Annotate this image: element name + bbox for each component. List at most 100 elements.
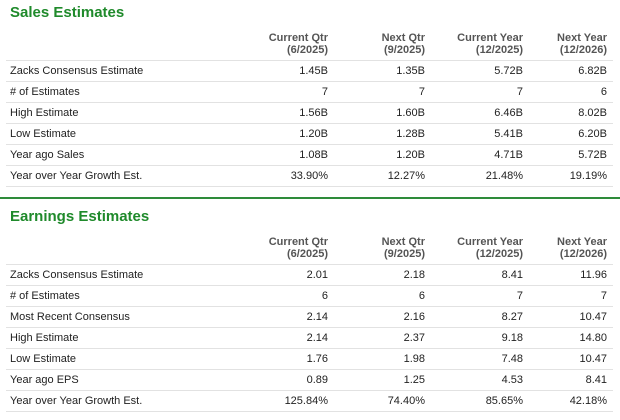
cell-value: 2.01 xyxy=(238,264,334,286)
header-line1: Next Qtr xyxy=(381,236,425,248)
table-row: High Estimate 1.56B 1.60B 6.46B 8.02B xyxy=(6,102,613,124)
header-next-year: Next Year (12/2026) xyxy=(529,235,613,265)
row-label: Low Estimate xyxy=(6,123,238,145)
cell-value: 7 xyxy=(334,81,431,103)
header-line1: Current Qtr xyxy=(268,236,328,248)
row-label: High Estimate xyxy=(6,102,238,124)
header-line1: Next Year xyxy=(557,236,607,248)
header-blank xyxy=(6,235,238,265)
table-row: # of Estimates 6 6 7 7 xyxy=(6,285,613,307)
cell-value: 4.71B xyxy=(431,144,529,166)
header-current-year: Current Year (12/2025) xyxy=(431,235,529,265)
cell-value: 4.53 xyxy=(431,369,529,391)
header-line2: (9/2025) xyxy=(384,248,425,260)
row-label: Most Recent Consensus xyxy=(6,306,238,328)
cell-value: 6.82B xyxy=(529,60,613,82)
table-header-row: Current Qtr (6/2025) Next Qtr (9/2025) Cur… xyxy=(6,235,613,265)
row-label: Year over Year Growth Est. xyxy=(6,390,238,412)
cell-value: 14.80 xyxy=(529,327,613,349)
cell-value: 125.84% xyxy=(238,390,334,412)
cell-value: 7 xyxy=(431,285,529,307)
cell-value: 2.18 xyxy=(334,264,431,286)
cell-value: 12.27% xyxy=(334,165,431,187)
cell-value: 6.46B xyxy=(431,102,529,124)
table-row: Year over Year Growth Est. 33.90% 12.27%… xyxy=(6,165,613,187)
row-label: High Estimate xyxy=(6,327,238,349)
cell-value: 8.41 xyxy=(529,369,613,391)
cell-value: 1.56B xyxy=(238,102,334,124)
header-line2: (6/2025) xyxy=(287,248,328,260)
cell-value: 1.20B xyxy=(334,144,431,166)
header-line1: Current Year xyxy=(457,236,523,248)
header-line1: Current Qtr xyxy=(268,32,328,44)
header-line2: (6/2025) xyxy=(287,44,328,56)
header-next-qtr: Next Qtr (9/2025) xyxy=(334,235,431,265)
cell-value: 7 xyxy=(238,81,334,103)
header-line1: Current Year xyxy=(457,32,523,44)
cell-value: 42.18% xyxy=(529,390,613,412)
cell-value: 6.20B xyxy=(529,123,613,145)
cell-value: 19.19% xyxy=(529,165,613,187)
header-next-qtr: Next Qtr (9/2025) xyxy=(334,31,431,61)
cell-value: 33.90% xyxy=(238,165,334,187)
row-label: Year ago EPS xyxy=(6,369,238,391)
cell-value: 11.96 xyxy=(529,264,613,286)
cell-value: 1.45B xyxy=(238,60,334,82)
table-row: Low Estimate 1.76 1.98 7.48 10.47 xyxy=(6,348,613,370)
row-label: # of Estimates xyxy=(6,81,238,103)
cell-value: 7.48 xyxy=(431,348,529,370)
header-line2: (12/2026) xyxy=(559,44,607,56)
table-row: High Estimate 2.14 2.37 9.18 14.80 xyxy=(6,327,613,349)
row-label: Year over Year Growth Est. xyxy=(6,165,238,187)
cell-value: 1.08B xyxy=(238,144,334,166)
header-blank xyxy=(6,31,238,61)
table-row: Year ago EPS 0.89 1.25 4.53 8.41 xyxy=(6,369,613,391)
cell-value: 2.14 xyxy=(238,306,334,328)
header-next-year: Next Year (12/2026) xyxy=(529,31,613,61)
row-label: Low Estimate xyxy=(6,348,238,370)
cell-value: 2.16 xyxy=(334,306,431,328)
cell-value: 85.65% xyxy=(431,390,529,412)
table-row: Year over Year Growth Est. 125.84% 74.40… xyxy=(6,390,613,412)
cell-value: 1.20B xyxy=(238,123,334,145)
row-label: # of Estimates xyxy=(6,285,238,307)
header-line1: Next Qtr xyxy=(381,32,425,44)
header-current-year: Current Year (12/2025) xyxy=(431,31,529,61)
cell-value: 1.35B xyxy=(334,60,431,82)
cell-value: 8.27 xyxy=(431,306,529,328)
cell-value: 6 xyxy=(238,285,334,307)
header-line2: (12/2025) xyxy=(475,248,523,260)
cell-value: 1.76 xyxy=(238,348,334,370)
cell-value: 0.89 xyxy=(238,369,334,391)
header-line2: (12/2026) xyxy=(559,248,607,260)
table-row: Zacks Consensus Estimate 1.45B 1.35B 5.7… xyxy=(6,60,613,82)
cell-value: 2.37 xyxy=(334,327,431,349)
cell-value: 1.60B xyxy=(334,102,431,124)
table-header-row: Current Qtr (6/2025) Next Qtr (9/2025) Cur… xyxy=(6,31,613,61)
cell-value: 2.14 xyxy=(238,327,334,349)
table-row: Low Estimate 1.20B 1.28B 5.41B 6.20B xyxy=(6,123,613,145)
cell-value: 5.72B xyxy=(529,144,613,166)
earnings-estimates-table: Current Qtr (6/2025) Next Qtr (9/2025) Cur… xyxy=(6,235,613,412)
cell-value: 8.41 xyxy=(431,264,529,286)
earnings-estimates-title: Earnings Estimates xyxy=(10,208,150,225)
cell-value: 74.40% xyxy=(334,390,431,412)
cell-value: 5.41B xyxy=(431,123,529,145)
cell-value: 9.18 xyxy=(431,327,529,349)
header-line1: Next Year xyxy=(557,32,607,44)
cell-value: 1.98 xyxy=(334,348,431,370)
table-row: Year ago Sales 1.08B 1.20B 4.71B 5.72B xyxy=(6,144,613,166)
cell-value: 8.02B xyxy=(529,102,613,124)
table-row: Most Recent Consensus 2.14 2.16 8.27 10.… xyxy=(6,306,613,328)
header-current-qtr: Current Qtr (6/2025) xyxy=(238,31,334,61)
cell-value: 6 xyxy=(529,81,613,103)
header-line2: (12/2025) xyxy=(475,44,523,56)
cell-value: 21.48% xyxy=(431,165,529,187)
table-row: # of Estimates 7 7 7 6 xyxy=(6,81,613,103)
cell-value: 10.47 xyxy=(529,306,613,328)
section-divider xyxy=(0,197,620,199)
cell-value: 7 xyxy=(431,81,529,103)
cell-value: 10.47 xyxy=(529,348,613,370)
cell-value: 1.25 xyxy=(334,369,431,391)
sales-estimates-title: Sales Estimates xyxy=(10,4,125,21)
